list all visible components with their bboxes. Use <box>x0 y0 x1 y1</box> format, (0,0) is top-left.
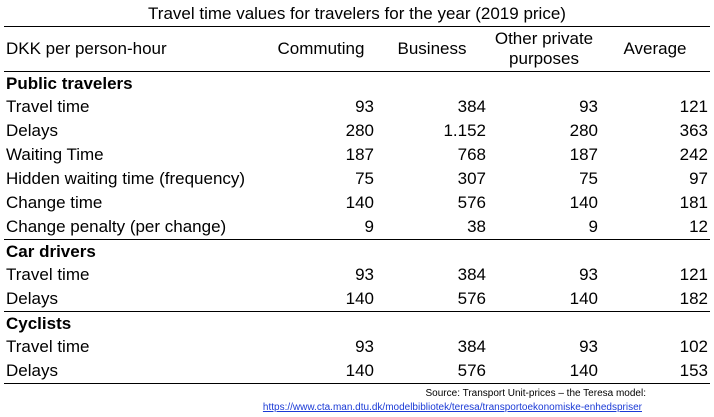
table-row: Hidden waiting time (frequency) 75 307 7… <box>4 167 710 191</box>
table-row: Waiting Time 187 768 187 242 <box>4 143 710 167</box>
cell-average: 242 <box>679 145 708 164</box>
table-row: Delays 280 1.152 280 363 <box>4 119 710 143</box>
cell-commuting: 93 <box>355 337 374 356</box>
section-title: Public travelers <box>6 74 133 93</box>
row-label: Waiting Time <box>6 145 104 164</box>
table-row: Travel time 93 384 93 121 <box>4 263 710 287</box>
section-row: Cyclists <box>4 311 710 335</box>
cell-business: 576 <box>457 289 486 308</box>
cell-average: 363 <box>679 121 708 140</box>
cell-commuting: 9 <box>364 217 374 236</box>
row-label: Change penalty (per change) <box>6 217 227 236</box>
cell-business: 384 <box>457 337 486 356</box>
source-link[interactable]: https://www.cta.man.dtu.dk/modelbibliote… <box>262 402 642 413</box>
cell-business: 1.152 <box>443 121 486 140</box>
row-label: Delays <box>6 121 58 140</box>
row-label: Travel time <box>6 97 90 116</box>
cell-business: 384 <box>457 265 486 284</box>
cell-other: 75 <box>579 169 598 188</box>
cell-business: 38 <box>467 217 486 236</box>
cell-other: 93 <box>579 97 598 116</box>
cell-average: 182 <box>679 289 708 308</box>
section-row: Car drivers <box>4 239 710 263</box>
table-row: Travel time 93 384 93 121 <box>4 95 710 119</box>
header-business: Business <box>376 26 488 72</box>
header-other-line1: Other private <box>494 29 594 48</box>
cell-business: 307 <box>457 169 486 188</box>
section-title: Car drivers <box>4 239 710 263</box>
header-row: DKK per person-hour Commuting Business O… <box>4 26 710 72</box>
cell-business: 576 <box>457 193 486 212</box>
row-label: Change time <box>6 193 103 212</box>
header-commuting: Commuting <box>266 26 376 72</box>
row-label: Travel time <box>6 337 90 356</box>
cell-other: 187 <box>569 145 598 164</box>
row-label: Delays <box>6 289 58 308</box>
cell-commuting: 93 <box>355 265 374 284</box>
row-label: Hidden waiting time (frequency) <box>6 169 246 188</box>
source-note: Source: Transport Unit-prices – the Tere… <box>425 388 646 399</box>
table-row: Delays 140 576 140 182 <box>4 287 710 312</box>
header-other-line2: purposes <box>509 49 579 68</box>
cell-other: 93 <box>579 265 598 284</box>
cell-average: 181 <box>679 193 708 212</box>
cell-commuting: 140 <box>345 193 374 212</box>
cell-other: 140 <box>569 193 598 212</box>
row-label: Travel time <box>6 265 90 284</box>
cell-commuting: 280 <box>345 121 374 140</box>
cell-average: 121 <box>679 97 708 116</box>
cell-commuting: 140 <box>266 359 376 384</box>
cell-other: 93 <box>579 337 598 356</box>
cell-other: 140 <box>569 289 598 308</box>
cell-commuting: 75 <box>355 169 374 188</box>
header-unit: DKK per person-hour <box>4 26 266 72</box>
table-title: Travel time values for travelers for the… <box>148 4 566 23</box>
row-label: Delays <box>4 359 266 384</box>
cell-other: 9 <box>588 217 598 236</box>
table-row: Travel time 93 384 93 102 <box>4 335 710 359</box>
cell-commuting: 140 <box>345 289 374 308</box>
cell-average: 97 <box>689 169 708 188</box>
table-row: Change time 140 576 140 181 <box>4 191 710 215</box>
section-title: Cyclists <box>4 311 710 335</box>
cell-average: 12 <box>689 217 708 236</box>
header-other-private: Other private purposes <box>488 26 600 72</box>
cell-business: 384 <box>457 97 486 116</box>
travel-time-values-table: DKK per person-hour Commuting Business O… <box>4 26 710 384</box>
cell-average: 121 <box>679 265 708 284</box>
cell-average: 102 <box>679 337 708 356</box>
table-row: Change penalty (per change) 9 38 9 12 <box>4 215 710 240</box>
cell-average: 153 <box>600 359 710 384</box>
cell-other: 140 <box>488 359 600 384</box>
cell-other: 280 <box>569 121 598 140</box>
section-row: Public travelers <box>4 72 710 96</box>
cell-business: 576 <box>376 359 488 384</box>
table-row: Delays 140 576 140 153 <box>4 359 710 384</box>
cell-commuting: 187 <box>345 145 374 164</box>
header-average: Average <box>600 26 710 72</box>
cell-business: 768 <box>457 145 486 164</box>
cell-commuting: 93 <box>355 97 374 116</box>
